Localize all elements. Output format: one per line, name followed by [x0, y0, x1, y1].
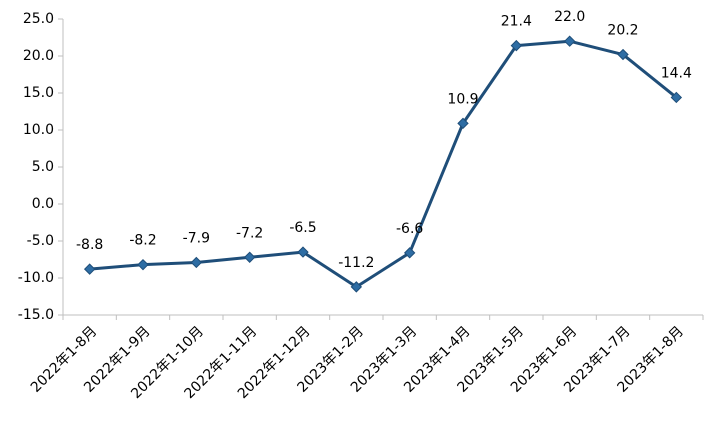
data-label: -6.5 [289, 220, 316, 236]
y-tick-label: -15.0 [18, 307, 54, 323]
y-tick-label: 15.0 [23, 85, 54, 101]
data-point-marker [617, 48, 629, 61]
data-point-marker [243, 251, 256, 263]
y-tick-label: 0.0 [32, 196, 54, 212]
data-point-marker [297, 246, 309, 258]
data-label: -8.8 [76, 237, 103, 253]
data-label: 21.4 [501, 14, 532, 30]
data-label: -7.2 [236, 225, 263, 241]
y-tick-label: 20.0 [23, 48, 54, 64]
data-point-marker [350, 281, 363, 293]
data-label: -7.9 [183, 230, 210, 246]
y-tick-label: 25.0 [23, 11, 54, 27]
data-point-marker [403, 247, 416, 259]
data-label: 22.0 [554, 9, 585, 25]
data-label: 14.4 [661, 65, 692, 81]
data-label: -11.2 [338, 255, 374, 271]
y-axis: 25.0 20.0 15.0 10.0 5.0 0.0 -5.0 -10.0 -15.0 [18, 11, 64, 323]
y-tick-label: 5.0 [32, 159, 54, 175]
data-label: 10.9 [447, 91, 478, 107]
data-label: -6.6 [396, 221, 423, 237]
data-point-marker [457, 117, 469, 130]
data-labels: -8.8 -8.2 -7.9 -7.2 -6.5 -11.2 -6.6 10.9 21.4 22.… [76, 9, 692, 271]
data-point-marker [510, 39, 523, 52]
data-point-marker [670, 91, 683, 104]
data-point-marker [563, 35, 576, 47]
data-point-marker [190, 256, 203, 269]
series-polyline [89, 39, 678, 289]
data-point-marker [83, 263, 96, 275]
y-tick-label: 10.0 [23, 122, 54, 138]
data-point-marker [137, 258, 149, 271]
data-label: 20.2 [607, 23, 638, 39]
y-tick-label: -5.0 [27, 233, 54, 249]
y-tick-label: -10.0 [18, 270, 54, 286]
data-label: -8.2 [129, 233, 156, 249]
series-line [83, 35, 683, 293]
x-axis: 2022年1-8月2022年1-9月2022年1-10月2022年1-11月20… [28, 314, 704, 402]
